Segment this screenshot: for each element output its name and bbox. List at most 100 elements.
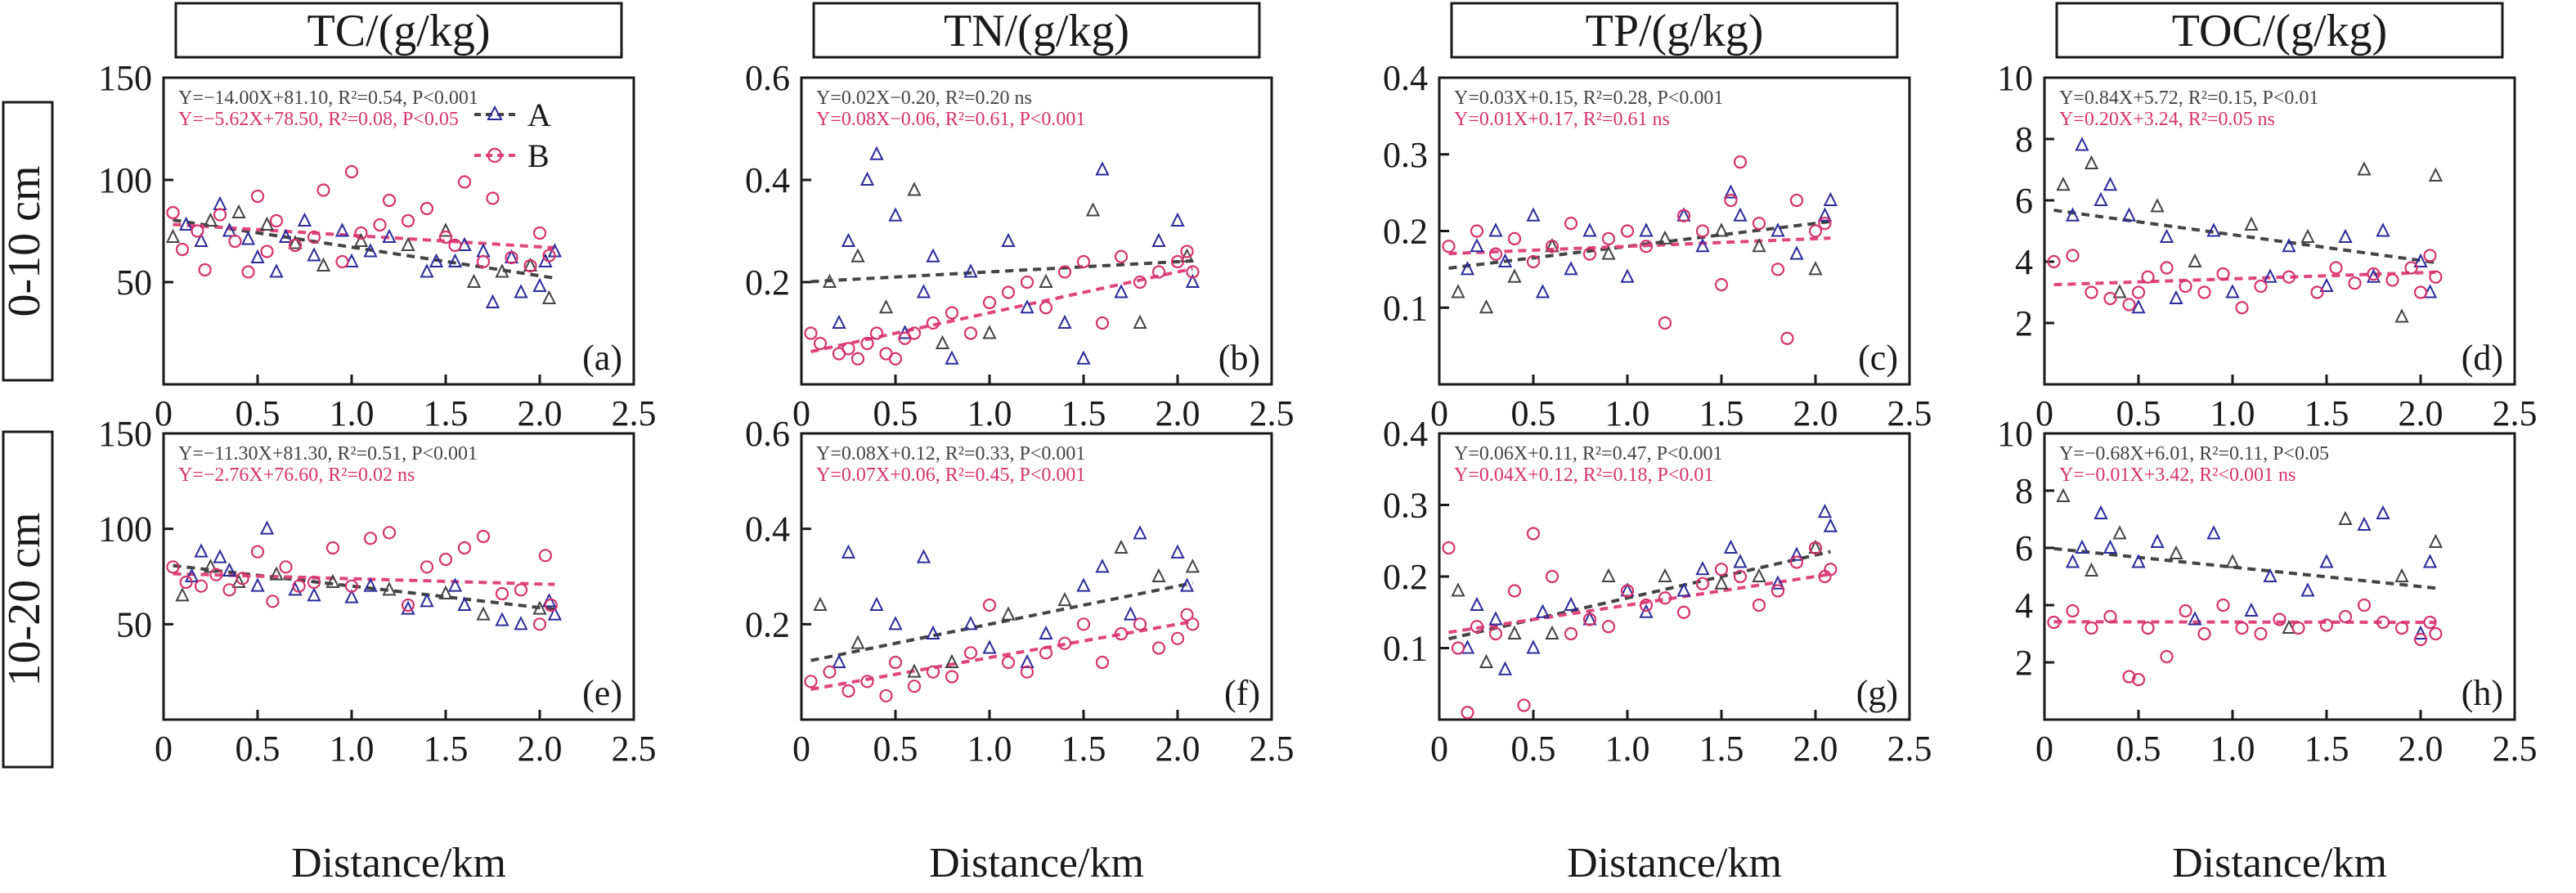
point-A bbox=[1114, 284, 1129, 298]
point-B bbox=[166, 205, 180, 220]
y-tick-label: 10 bbox=[1997, 414, 2033, 454]
point-A bbox=[869, 596, 884, 611]
point-B bbox=[175, 242, 190, 257]
point-B bbox=[2085, 621, 2098, 635]
x-tick-label: 1.0 bbox=[967, 729, 1012, 769]
y-tick-label: 150 bbox=[98, 58, 152, 98]
x-tick-label: 1.0 bbox=[1605, 729, 1650, 769]
point-B bbox=[860, 336, 874, 351]
point-A bbox=[1133, 314, 1147, 329]
y-tick-label: 0.4 bbox=[745, 160, 790, 200]
point-A bbox=[1095, 161, 1110, 176]
point-B bbox=[2235, 301, 2249, 315]
point-A bbox=[1123, 606, 1138, 621]
point-A bbox=[1639, 604, 1654, 618]
fit-line-A bbox=[810, 581, 1193, 662]
point-A bbox=[231, 204, 246, 218]
point-B bbox=[1789, 193, 1804, 208]
y-tick-label: 0.4 bbox=[1383, 414, 1428, 454]
x-tick-label: 1.5 bbox=[424, 393, 469, 433]
point-B bbox=[869, 326, 884, 340]
fit-line-B bbox=[2053, 270, 2436, 287]
x-tick-label: 0 bbox=[1430, 393, 1448, 433]
point-B bbox=[2282, 270, 2296, 284]
point-B bbox=[2179, 604, 2192, 618]
point-B bbox=[2367, 267, 2381, 281]
point-B bbox=[1620, 584, 1635, 598]
point-A bbox=[2188, 611, 2202, 626]
point-B bbox=[1564, 217, 1578, 231]
point-A bbox=[344, 589, 359, 604]
point-A bbox=[447, 253, 463, 267]
point-B bbox=[1020, 665, 1034, 679]
point-A bbox=[2206, 222, 2221, 237]
point-A bbox=[178, 216, 194, 231]
point-A bbox=[1076, 350, 1091, 365]
point-B bbox=[236, 572, 249, 586]
point-B bbox=[166, 560, 180, 574]
point-B bbox=[213, 208, 227, 222]
x-tick-label: 0 bbox=[155, 729, 173, 769]
point-B bbox=[2160, 261, 2174, 275]
fit-line-A bbox=[2053, 209, 2436, 265]
point-A bbox=[297, 212, 312, 227]
point-A bbox=[2376, 505, 2390, 519]
y-tick-label: 2 bbox=[2015, 643, 2033, 683]
point-B bbox=[373, 218, 387, 232]
point-B bbox=[1639, 240, 1654, 254]
point-A bbox=[429, 253, 444, 267]
x-axis-label: Distance/km bbox=[2172, 840, 2387, 886]
point-B bbox=[2103, 609, 2117, 624]
point-A bbox=[1823, 518, 1838, 532]
point-A bbox=[2084, 155, 2099, 169]
x-tick-label: 0.5 bbox=[873, 729, 918, 769]
point-B bbox=[2423, 249, 2437, 263]
panel-title: TC/(g/kg) bbox=[307, 6, 491, 56]
point-A bbox=[1507, 625, 1522, 639]
x-tick-label: 2.5 bbox=[1887, 729, 1932, 769]
equation-B: Y=−0.01X+3.42, R²<0.001 ns bbox=[2059, 464, 2296, 486]
point-A bbox=[1582, 222, 1597, 237]
point-A bbox=[832, 653, 846, 668]
point-B bbox=[1451, 641, 1465, 655]
point-B bbox=[2310, 285, 2324, 299]
point-B bbox=[1620, 224, 1635, 238]
point-B bbox=[316, 183, 330, 197]
point-A bbox=[1460, 261, 1475, 276]
x-tick-label: 1.5 bbox=[1061, 393, 1106, 433]
y-tick-label: 50 bbox=[116, 263, 152, 303]
point-A bbox=[325, 573, 340, 588]
point-B bbox=[1818, 217, 1832, 231]
point-A bbox=[2300, 228, 2315, 243]
x-tick-label: 0 bbox=[1430, 729, 1448, 769]
point-B bbox=[222, 583, 236, 597]
point-B bbox=[1180, 608, 1194, 622]
point-B bbox=[860, 675, 874, 689]
point-B bbox=[335, 254, 349, 269]
point-A bbox=[2225, 284, 2240, 298]
panel-letter: (a) bbox=[582, 338, 622, 378]
point-B bbox=[907, 680, 922, 693]
point-A bbox=[2428, 167, 2444, 182]
marks bbox=[1442, 155, 1838, 345]
point-B bbox=[2216, 598, 2230, 613]
point-B bbox=[514, 583, 528, 597]
panel-h: 0 0.5 1.0 1.5 2.0 2.5 2 4 6 8 10 Distance/km Y=−0.68… bbox=[1997, 414, 2538, 886]
point-B bbox=[1151, 641, 1166, 655]
point-A bbox=[476, 606, 491, 621]
point-B bbox=[888, 352, 903, 366]
point-B bbox=[2329, 261, 2343, 275]
y-tick-label: 0.2 bbox=[1383, 212, 1428, 252]
point-B bbox=[1545, 569, 1560, 584]
point-B bbox=[420, 560, 434, 574]
point-B bbox=[982, 598, 997, 613]
point-B bbox=[1507, 231, 1522, 245]
point-B bbox=[1526, 254, 1541, 269]
point-B bbox=[1564, 626, 1578, 641]
point-B bbox=[2385, 273, 2399, 287]
point-B bbox=[1076, 254, 1091, 269]
point-B bbox=[2319, 618, 2334, 632]
panel-title: TP/(g/kg) bbox=[1586, 6, 1764, 56]
title-box bbox=[174, 2, 623, 59]
point-A bbox=[1085, 202, 1101, 217]
